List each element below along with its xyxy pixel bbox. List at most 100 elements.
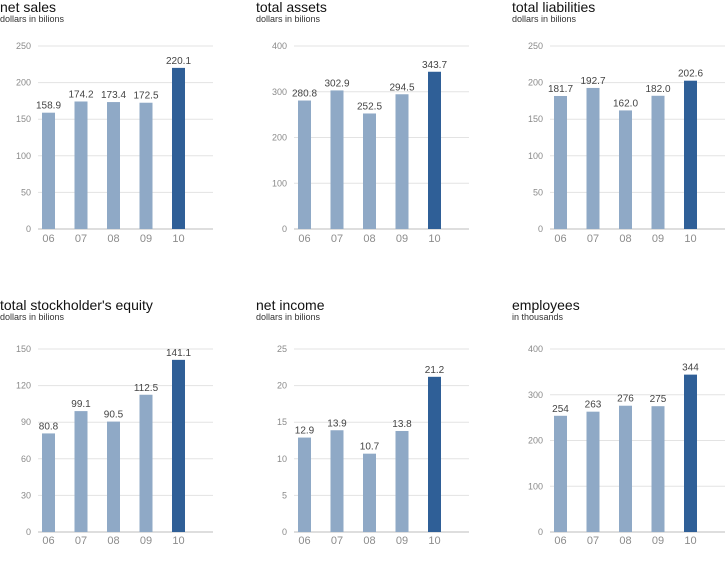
x-tick-label: 07 — [587, 233, 599, 245]
bar — [139, 394, 153, 532]
x-tick-label: 08 — [107, 535, 119, 547]
y-tick-label: 120 — [16, 381, 31, 391]
bar — [172, 67, 185, 229]
x-tick-label: 06 — [298, 535, 310, 547]
y-tick-label: 15 — [277, 417, 287, 427]
chart-subtitle: dollars in bilions — [0, 14, 65, 24]
bar — [107, 421, 120, 532]
y-tick-label: 400 — [272, 41, 287, 51]
y-tick-label: 150 — [528, 114, 543, 124]
y-tick-label: 300 — [528, 390, 543, 400]
x-tick-label: 09 — [652, 233, 664, 245]
bar-value-label: 280.8 — [292, 89, 317, 100]
chart-plot: 0 100 200 300 400 280.8 06 302.9 07 252.5 08 294.5 0… — [272, 41, 469, 245]
x-tick-label: 09 — [140, 233, 152, 245]
y-tick-label: 25 — [277, 344, 287, 354]
bar-value-label: 80.8 — [39, 421, 59, 432]
y-tick-label: 100 — [272, 178, 287, 188]
bar-value-label: 294.5 — [389, 82, 414, 93]
y-tick-label: 90 — [21, 417, 31, 427]
x-tick-label: 06 — [298, 233, 310, 245]
y-tick-label: 0 — [538, 224, 543, 234]
x-tick-label: 09 — [140, 535, 152, 547]
bar-value-label: 12.9 — [295, 426, 315, 437]
bar-value-label: 172.5 — [133, 91, 158, 102]
x-tick-label: 08 — [363, 233, 375, 245]
y-tick-label: 100 — [528, 151, 543, 161]
y-tick-label: 0 — [26, 527, 31, 537]
y-tick-label: 150 — [16, 344, 31, 354]
chart-plot: 0 50 100 150 200 250 181.7 06 192.7 07 162.0 08 182.… — [528, 41, 725, 245]
bar-value-label: 343.7 — [422, 60, 447, 71]
bar — [586, 87, 600, 229]
x-tick-label: 10 — [172, 233, 184, 245]
x-tick-label: 10 — [684, 233, 696, 245]
x-tick-label: 07 — [331, 233, 343, 245]
bar-value-label: 13.9 — [327, 418, 347, 429]
bar — [363, 453, 376, 532]
x-tick-label: 09 — [396, 535, 408, 547]
bar-value-label: 141.1 — [166, 348, 191, 359]
y-tick-label: 200 — [528, 436, 543, 446]
chart-title: employees — [512, 297, 580, 313]
chart-panel-net-income: net income dollars in bilions 0 5 10 15 20 25… — [256, 298, 486, 568]
bar — [619, 405, 632, 532]
bar-value-label: 162.0 — [613, 98, 638, 109]
bar — [74, 101, 88, 229]
chart-title: net sales — [0, 0, 57, 15]
bar-value-label: 202.6 — [678, 69, 703, 80]
bar — [395, 94, 409, 229]
chart-panel-stockholders-equity: total stockholder's equity dollars in bi… — [0, 298, 230, 568]
y-tick-label: 200 — [272, 133, 287, 143]
chart-subtitle: in thousands — [512, 312, 564, 322]
bar — [139, 102, 153, 229]
bar — [107, 102, 120, 229]
chart-title: net income — [256, 297, 325, 313]
chart-panel-employees: employees in thousands 0 100 200 300 400 254 0… — [512, 298, 728, 568]
y-tick-label: 50 — [21, 187, 31, 197]
bar-value-label: 302.9 — [324, 78, 349, 89]
y-tick-label: 300 — [272, 87, 287, 97]
bar-value-label: 10.7 — [360, 442, 380, 453]
x-tick-label: 08 — [107, 233, 119, 245]
bar-value-label: 252.5 — [357, 101, 382, 112]
y-tick-label: 100 — [528, 481, 543, 491]
bar — [684, 80, 697, 229]
x-tick-label: 06 — [42, 233, 54, 245]
bar — [298, 437, 311, 532]
bar — [42, 112, 55, 229]
y-tick-label: 200 — [528, 78, 543, 88]
x-tick-label: 10 — [428, 233, 440, 245]
x-tick-label: 06 — [554, 535, 566, 547]
x-tick-label: 07 — [331, 535, 343, 547]
y-tick-label: 0 — [538, 527, 543, 537]
x-tick-label: 07 — [75, 233, 87, 245]
bar — [619, 110, 632, 229]
y-tick-label: 10 — [277, 454, 287, 464]
bar-value-label: 13.8 — [392, 419, 412, 430]
chart-title: total stockholder's equity — [0, 297, 153, 313]
bar — [42, 433, 55, 532]
bar-value-label: 263 — [585, 400, 602, 411]
x-tick-label: 08 — [619, 535, 631, 547]
x-tick-label: 10 — [172, 535, 184, 547]
chart-panel-total-assets: total assets dollars in bilions 0 100 200 3… — [256, 0, 486, 270]
bar — [428, 71, 441, 229]
bar-value-label: 112.5 — [134, 383, 159, 394]
x-tick-label: 09 — [396, 233, 408, 245]
chart-plot: 0 100 200 300 400 254 06 263 07 276 08 275 09 344 10 — [528, 344, 725, 547]
bar-value-label: 21.2 — [425, 365, 445, 376]
bar-value-label: 344 — [682, 363, 699, 374]
bar — [363, 113, 376, 229]
chart-title: total liabilities — [512, 0, 596, 15]
y-tick-label: 250 — [528, 41, 543, 51]
bar — [298, 100, 311, 229]
y-tick-label: 20 — [277, 381, 287, 391]
chart-panel-total-liabilities: total liabilities dollars in bilions 0 50… — [512, 0, 728, 270]
y-tick-label: 50 — [533, 187, 543, 197]
x-tick-label: 08 — [363, 535, 375, 547]
bar-value-label: 181.7 — [548, 84, 573, 95]
bar-value-label: 192.7 — [580, 76, 605, 87]
x-tick-label: 07 — [75, 535, 87, 547]
bar — [428, 376, 441, 532]
